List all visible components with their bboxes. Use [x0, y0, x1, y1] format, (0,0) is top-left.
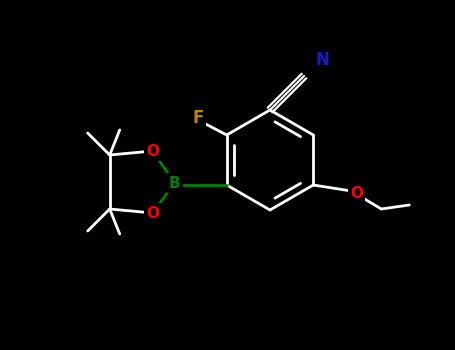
- Text: O: O: [350, 187, 363, 202]
- Text: O: O: [146, 144, 159, 159]
- Text: N: N: [315, 51, 329, 69]
- Text: O: O: [146, 205, 159, 220]
- Text: B: B: [169, 175, 181, 190]
- Text: F: F: [192, 109, 203, 127]
